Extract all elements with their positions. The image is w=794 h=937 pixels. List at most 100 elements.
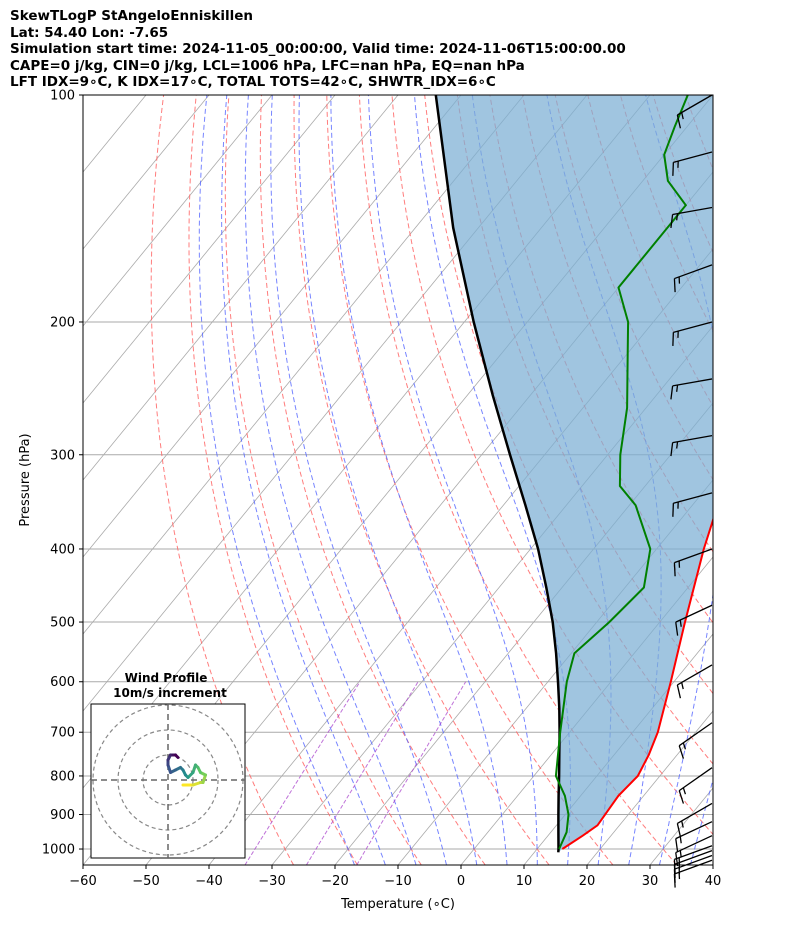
dry-adiabat [784, 95, 794, 865]
chart-title: SkewTLogP StAngeloEnniskillen [10, 8, 253, 24]
series-layer [434, 95, 713, 853]
moist-adiabat [221, 95, 386, 865]
wind-barb-half [679, 619, 682, 627]
wind-barb-staff [674, 859, 713, 875]
wind-barb-staff [672, 435, 713, 444]
wind-barbs [670, 94, 713, 888]
wind-barb-flag [676, 823, 682, 837]
wind-barb-staff [674, 548, 713, 564]
wind-barb-flag [670, 442, 674, 457]
wind-barb [678, 767, 713, 804]
x-axis-label: Temperature (∘C) [340, 897, 455, 912]
wind-barb-flag [678, 790, 685, 804]
y-tick-label: 300 [50, 448, 75, 463]
wind-barb-staff [673, 151, 713, 163]
wind-barb [673, 264, 713, 293]
wind-barb-staff [675, 821, 713, 840]
wind-barb [676, 664, 713, 699]
wind-barb-staff [675, 604, 713, 623]
wind-barb-staff [678, 767, 713, 792]
y-tick-label: 500 [50, 616, 75, 631]
x-tick-label: −20 [321, 874, 348, 889]
y-tick-label: 600 [50, 675, 75, 690]
wind-barb-staff [675, 835, 713, 854]
wind-barb-flag [676, 114, 682, 129]
wind-barb [676, 94, 713, 129]
hodograph-title: Wind Profile [125, 671, 208, 685]
moist-adiabat [330, 95, 508, 865]
x-tick-label: 20 [579, 874, 596, 889]
dry-adiabat [456, 95, 713, 695]
wind-barb-half [679, 850, 682, 858]
moist-adiabat [270, 95, 447, 865]
y-tick-label: 200 [50, 315, 75, 330]
wind-barb-staff [673, 492, 713, 504]
wind-barb [675, 821, 713, 853]
wind-barb-flag [676, 684, 682, 699]
dry-adiabat [751, 95, 794, 865]
wind-barb-staff [678, 722, 713, 747]
y-tick-label: 100 [50, 89, 75, 104]
wind-barb-half [676, 384, 679, 392]
y-tick-label: 800 [50, 769, 75, 784]
isotherm [712, 864, 713, 865]
wind-barb-staff [674, 264, 713, 280]
dry-adiabat [150, 95, 294, 865]
isotherm [776, 95, 794, 865]
wind-barb-flag [678, 745, 685, 759]
parcel-profile-line [434, 95, 561, 853]
wind-barb-half [681, 820, 684, 828]
wind-barb [675, 604, 713, 636]
isotherm [83, 95, 336, 404]
x-tick-label: −60 [69, 874, 96, 889]
wind-barb-flag [670, 385, 674, 400]
mixing-ratio-line [356, 681, 467, 865]
wind-barb-half [676, 441, 679, 449]
wind-barb [676, 802, 713, 837]
x-tick-label: −50 [132, 874, 159, 889]
moist-adiabat [721, 95, 794, 865]
location-line: Lat: 54.40 Lon: -7.65 [10, 24, 169, 41]
wind-barb-half [681, 682, 684, 690]
moist-adiabat [198, 95, 355, 865]
wind-barb [670, 435, 713, 457]
isotherm [83, 95, 525, 635]
wind-barb-flag [673, 562, 676, 577]
wind-barb-flag [673, 278, 676, 293]
y-tick-label: 1000 [42, 843, 75, 858]
time-line: Simulation start time: 2024-11-05_00:00:… [10, 41, 626, 57]
wind-barb-half [681, 112, 684, 120]
dry-adiabat [293, 95, 550, 865]
isotherm [397, 479, 713, 865]
wind-barb-half [676, 213, 679, 221]
wind-barb [672, 321, 713, 346]
isotherm [83, 95, 462, 558]
x-tick-label: 0 [457, 874, 465, 889]
wind-barb [670, 206, 713, 229]
wind-barb-staff [677, 802, 713, 824]
moist-adiabat [645, 95, 713, 865]
wind-barb [675, 835, 713, 867]
wind-barb [672, 492, 713, 517]
wind-barb-staff [672, 378, 713, 387]
x-tick-label: −40 [195, 874, 222, 889]
dry-adiabat [718, 95, 794, 865]
hodograph-subtitle: 10m/s increment [113, 686, 227, 700]
indices-line-1: CAPE=0 j/kg, CIN=0 j/kg, LCL=1006 hPa, L… [10, 57, 525, 74]
x-tick-label: −10 [384, 874, 411, 889]
axis-ticks: −60 −50 −40 −30 −20 −10 0 10 20 30 40 1000 900 800 700… [42, 89, 721, 890]
wind-barb-staff [674, 854, 713, 870]
y-axis-label: Pressure (hPa) [18, 433, 33, 526]
wind-barb-flag [675, 838, 679, 853]
wind-barb-staff [677, 664, 713, 686]
wind-barb [678, 722, 713, 759]
dry-adiabat [259, 95, 486, 865]
hodograph-segment [174, 753, 180, 759]
cape-shading [435, 95, 713, 853]
wind-barb [670, 378, 713, 400]
dry-adiabat [358, 95, 678, 865]
isotherm [83, 95, 210, 250]
x-tick-label: −30 [258, 874, 285, 889]
isotherm [83, 95, 84, 96]
